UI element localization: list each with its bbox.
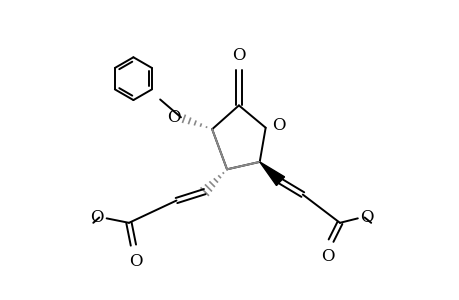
- Polygon shape: [259, 162, 284, 186]
- Text: O: O: [272, 117, 285, 134]
- Text: O: O: [359, 209, 373, 226]
- Text: O: O: [321, 248, 334, 265]
- Text: O: O: [90, 209, 103, 226]
- Text: O: O: [129, 253, 143, 269]
- Text: O: O: [167, 109, 180, 126]
- Text: O: O: [232, 47, 245, 64]
